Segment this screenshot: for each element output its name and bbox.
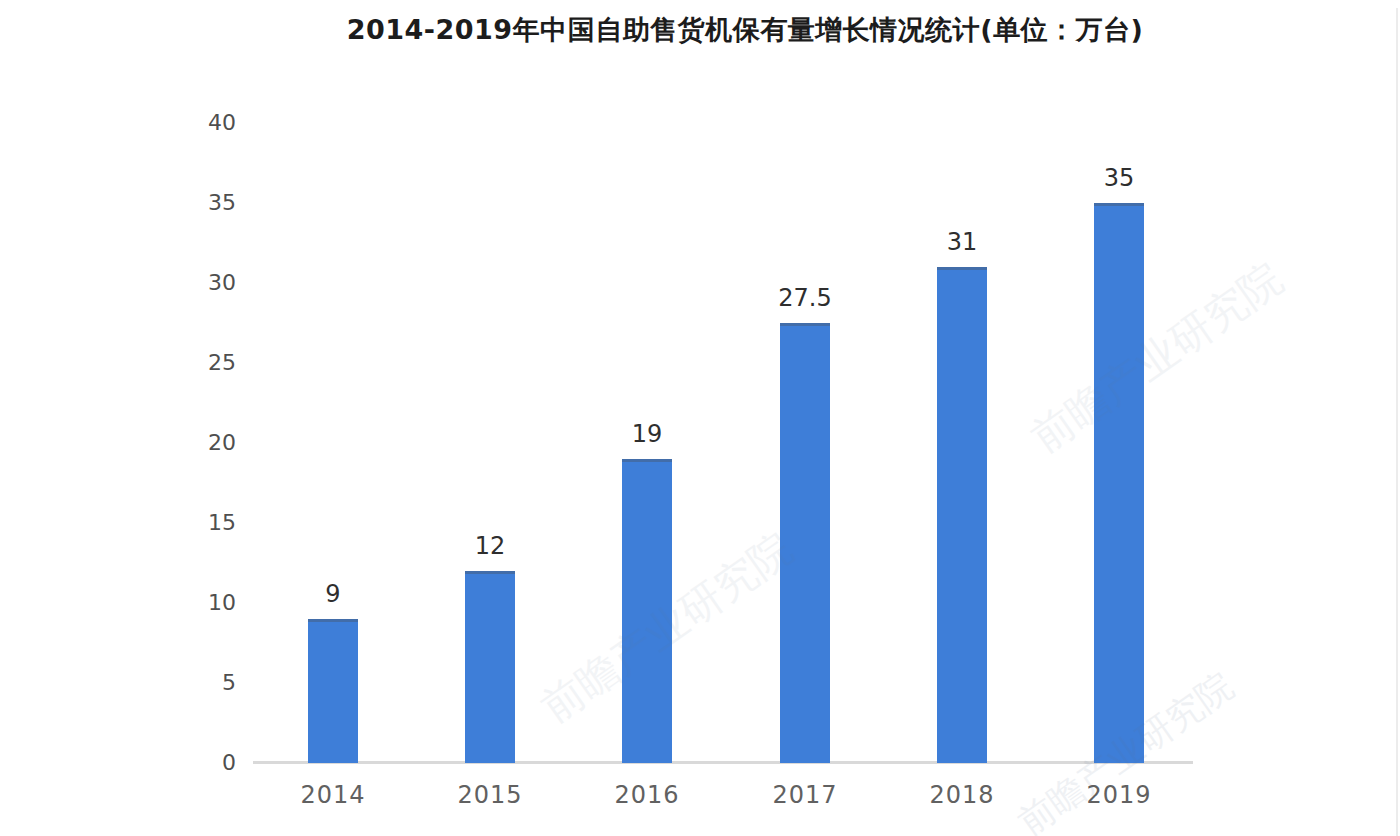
bar-value-label: 35 bbox=[1059, 163, 1179, 193]
bar-value-label: 12 bbox=[430, 531, 550, 561]
y-tick-label: 5 bbox=[146, 669, 236, 697]
bar-value-label: 27.5 bbox=[745, 283, 865, 313]
y-tick-label: 0 bbox=[146, 749, 236, 777]
chart-title: 2014-2019年中国自助售货机保有量增长情况统计(单位：万台) bbox=[45, 12, 1400, 48]
bar-2016 bbox=[622, 459, 672, 763]
y-tick-label: 40 bbox=[146, 109, 236, 137]
x-tick-label: 2019 bbox=[1054, 780, 1184, 810]
watermark: 前瞻产业研究院 bbox=[1021, 251, 1294, 466]
y-tick-label: 10 bbox=[146, 589, 236, 617]
x-axis-line bbox=[253, 761, 1193, 764]
y-tick-label: 25 bbox=[146, 349, 236, 377]
bar-2018 bbox=[937, 267, 987, 763]
bar-2015 bbox=[465, 571, 515, 763]
x-tick-label: 2018 bbox=[897, 780, 1027, 810]
y-tick-label: 20 bbox=[146, 429, 236, 457]
x-tick-label: 2017 bbox=[740, 780, 870, 810]
image-edge-line bbox=[1396, 8, 1398, 836]
chart-canvas: 2014-2019年中国自助售货机保有量增长情况统计(单位：万台) 0 5 10 15… bbox=[0, 0, 1400, 836]
y-tick-label: 30 bbox=[146, 269, 236, 297]
bar-value-label: 19 bbox=[587, 419, 707, 449]
x-tick-label: 2015 bbox=[425, 780, 555, 810]
bar-2019 bbox=[1094, 203, 1144, 763]
bar-value-label: 31 bbox=[902, 227, 1022, 257]
y-tick-label: 35 bbox=[146, 189, 236, 217]
bar-value-label: 9 bbox=[273, 579, 393, 609]
bar-2014 bbox=[308, 619, 358, 763]
bar-2017 bbox=[780, 323, 830, 763]
x-tick-label: 2014 bbox=[268, 780, 398, 810]
x-tick-label: 2016 bbox=[582, 780, 712, 810]
y-tick-label: 15 bbox=[146, 509, 236, 537]
